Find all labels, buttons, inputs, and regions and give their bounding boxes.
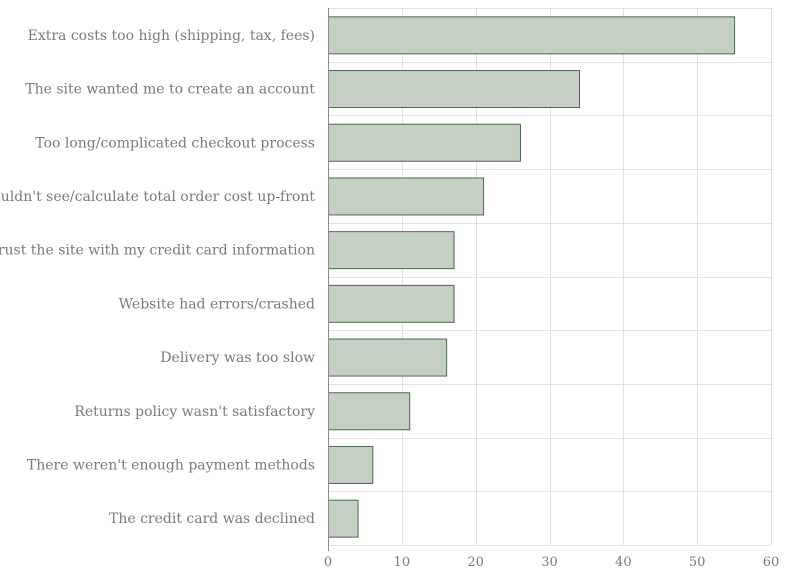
bar-6: [328, 338, 448, 377]
category-label: I couldn't see/calculate total order cos…: [0, 189, 315, 205]
category-label: Too long/complicated checkout process: [35, 135, 315, 151]
x-tick-labels: 0 10 20 30 40 50 60: [324, 555, 779, 570]
category-label: The site wanted me to create an account: [25, 82, 315, 98]
x-tick-label: 50: [689, 555, 706, 570]
bar-7: [328, 392, 411, 431]
bar-3: [328, 177, 485, 216]
category-label: There weren't enough payment methods: [27, 457, 315, 473]
x-tick-label: 0: [324, 555, 332, 570]
bar-4: [328, 231, 455, 270]
category-label: Extra costs too high (shipping, tax, fee…: [28, 28, 315, 44]
x-tick-label: 30: [541, 555, 558, 570]
category-label: Website had errors/crashed: [119, 296, 315, 312]
x-tick-label: 40: [615, 555, 632, 570]
x-tick-label: 20: [467, 555, 484, 570]
bar-1: [328, 70, 581, 109]
bar-9: [328, 499, 359, 538]
x-tick-label: 60: [763, 555, 780, 570]
grid: [328, 8, 772, 546]
bars: [328, 16, 736, 538]
category-label: Returns policy wasn't satisfactory: [74, 404, 315, 420]
bar-5: [328, 284, 455, 323]
bar-8: [328, 445, 374, 484]
category-labels: Extra costs too high (shipping, tax, fee…: [0, 28, 315, 527]
bar-0: [328, 16, 736, 55]
x-tick-label: 10: [394, 555, 411, 570]
bar-2: [328, 123, 521, 162]
category-label: Delivery was too slow: [160, 350, 315, 366]
category-label: The credit card was declined: [109, 511, 315, 527]
